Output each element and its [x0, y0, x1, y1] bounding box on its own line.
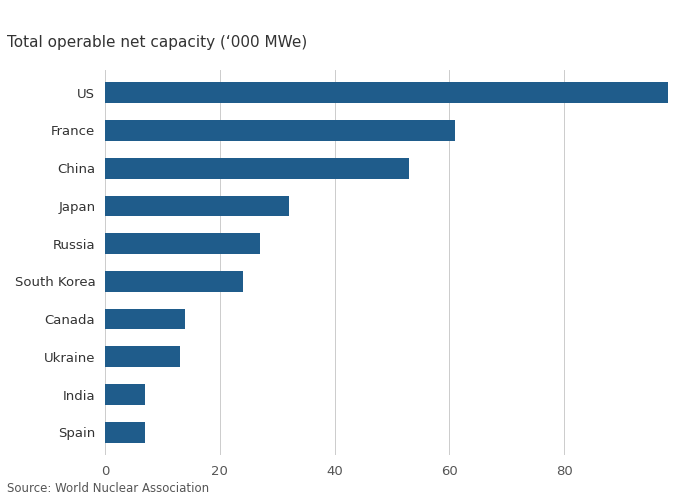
Bar — [105, 422, 145, 442]
Bar — [105, 308, 186, 330]
Bar — [105, 271, 243, 292]
Text: Total operable net capacity (‘000 MWe): Total operable net capacity (‘000 MWe) — [7, 35, 307, 50]
Bar — [105, 120, 455, 141]
Bar — [105, 82, 668, 103]
Bar — [105, 384, 145, 405]
Bar — [105, 196, 288, 216]
Bar — [105, 158, 409, 178]
Bar — [105, 233, 260, 254]
Bar — [105, 346, 180, 367]
Text: Source: World Nuclear Association: Source: World Nuclear Association — [7, 482, 209, 495]
